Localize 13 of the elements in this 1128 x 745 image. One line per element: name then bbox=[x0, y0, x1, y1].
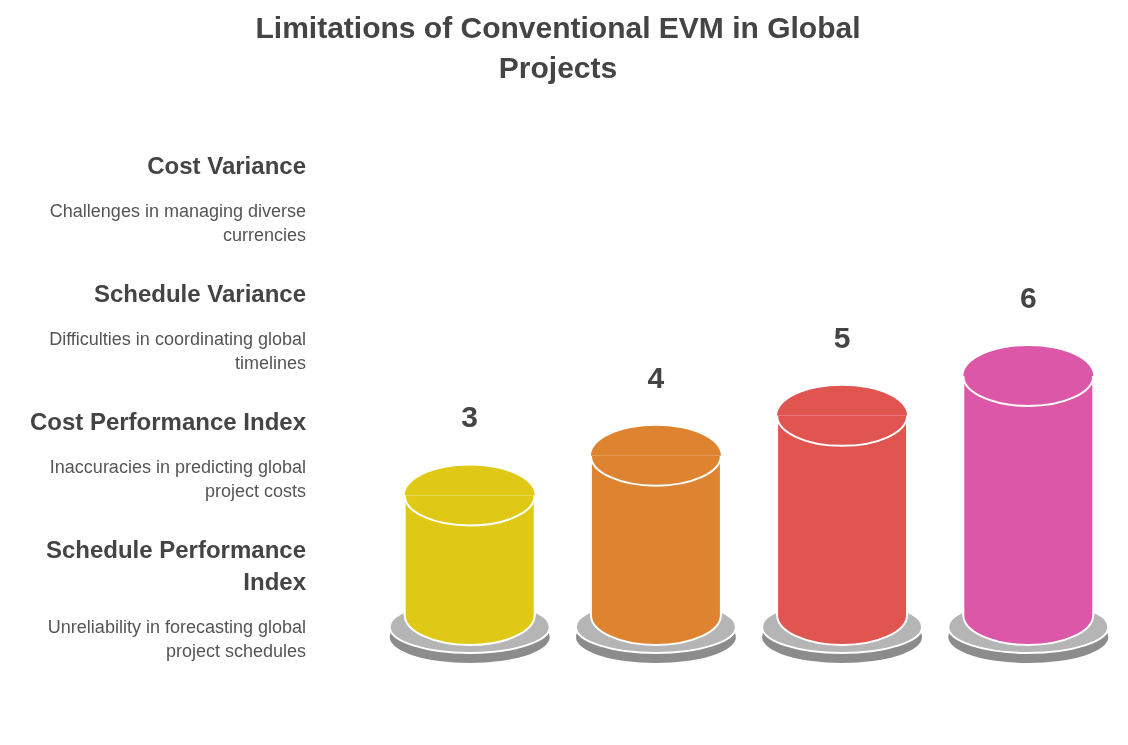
text: Unreliability in forecasting global project schedules bbox=[47, 616, 306, 661]
data-label: 5 bbox=[833, 320, 851, 354]
data-label: 6 bbox=[1019, 280, 1037, 314]
data-label: 3 bbox=[461, 400, 479, 434]
text: Inaccuracies in predicting global project costs bbox=[49, 456, 306, 501]
text: Schedule Variance bbox=[93, 280, 306, 308]
chart-title: Limitations of Conventional EVM in Global Projects bbox=[255, 10, 861, 84]
text: Cost Performance Index bbox=[29, 408, 307, 436]
data-label: 4 bbox=[647, 360, 665, 394]
text: Challenges in managing diverse currencies bbox=[49, 200, 306, 245]
text: Schedule Performance Index bbox=[45, 536, 307, 596]
text: Difficulties in coordinating global timelines bbox=[49, 328, 306, 373]
text: Cost Variance bbox=[147, 152, 306, 180]
